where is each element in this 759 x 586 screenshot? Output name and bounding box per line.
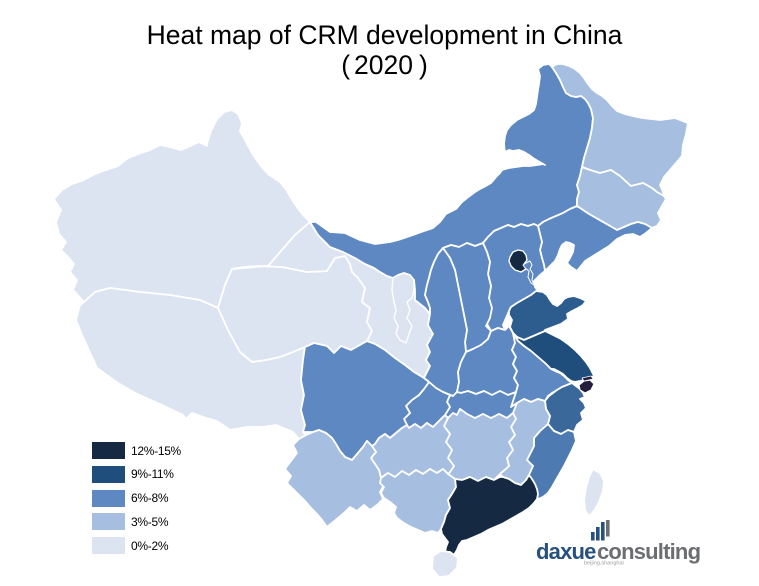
svg-text:daxue: daxue	[536, 539, 596, 564]
svg-text:beijing.shanghai: beijing.shanghai	[584, 561, 624, 567]
svg-text:consulting: consulting	[597, 539, 700, 564]
